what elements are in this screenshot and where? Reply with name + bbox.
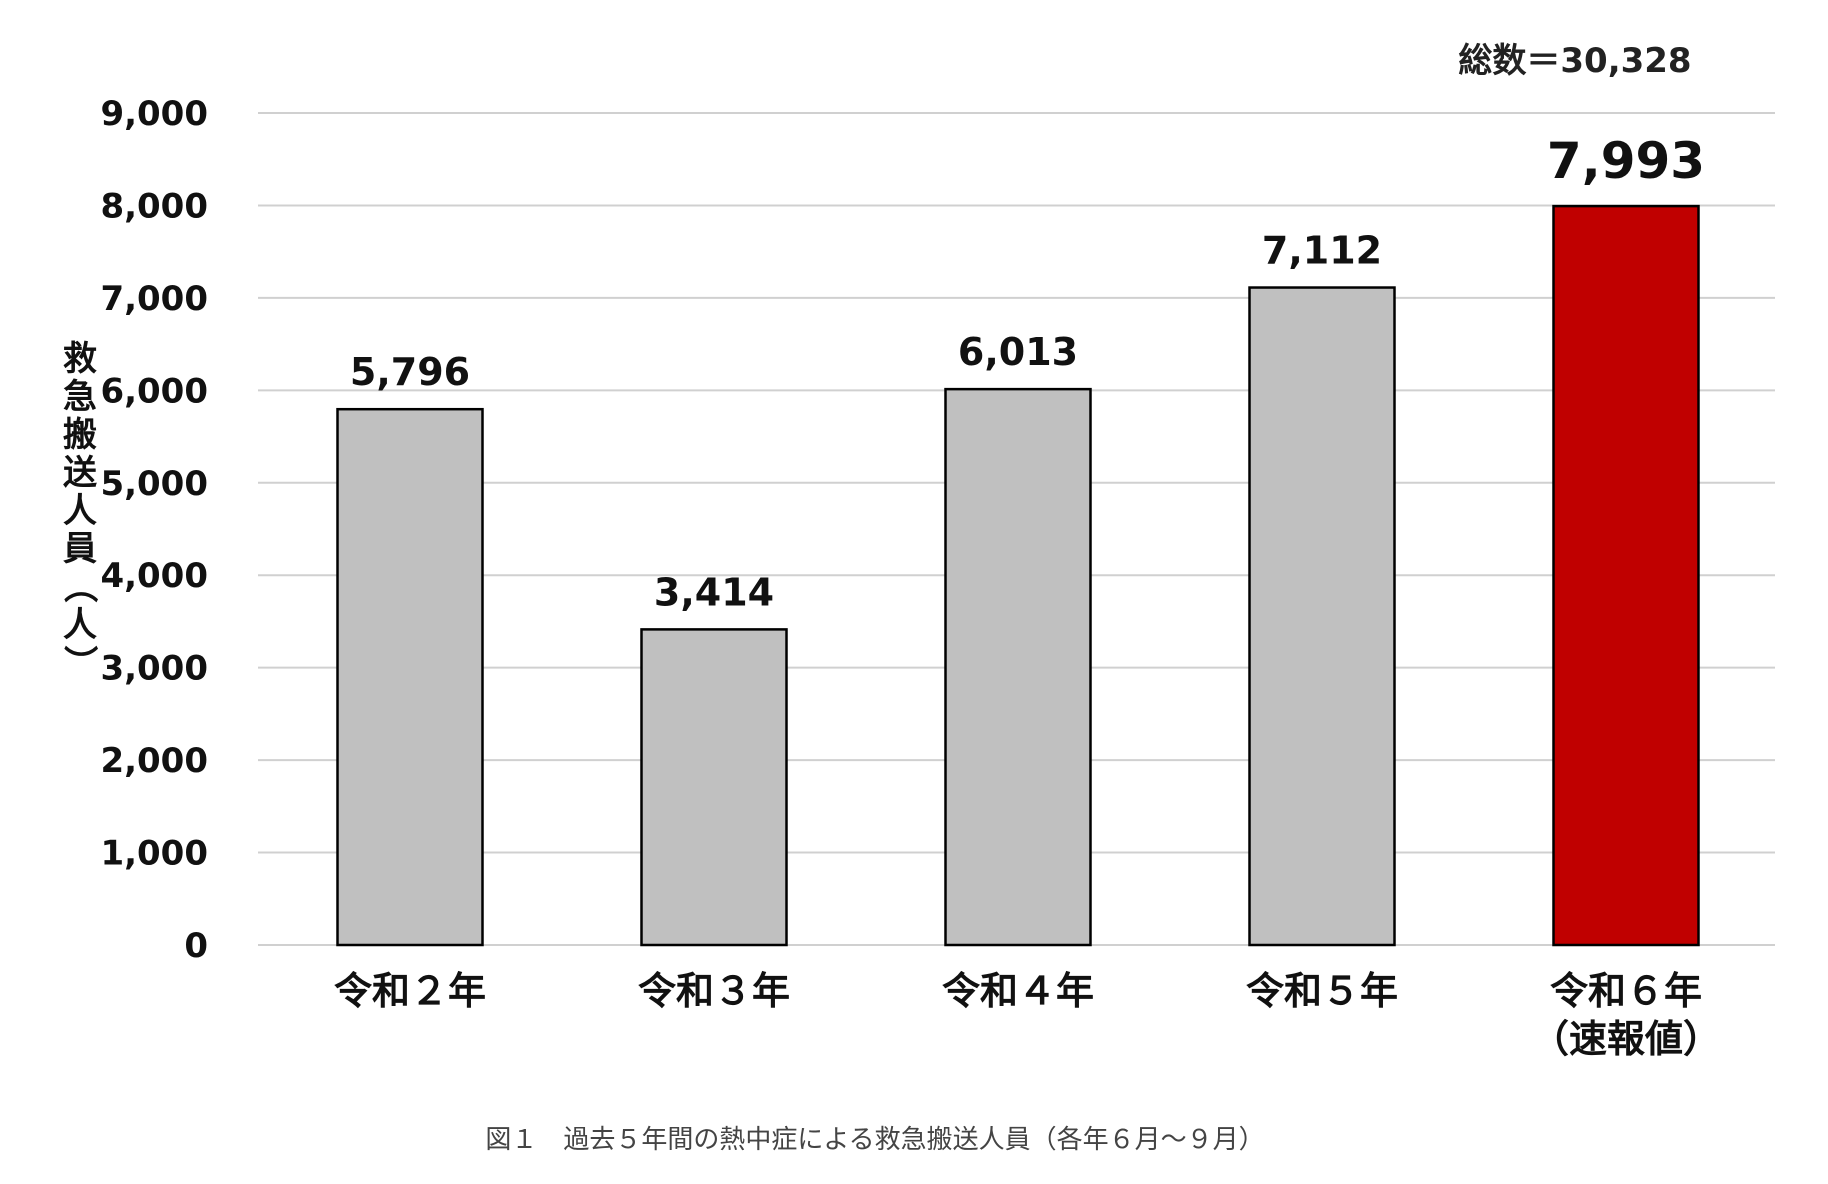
y-tick-label: 8,000	[100, 186, 208, 226]
y-tick-label: 7,000	[100, 279, 208, 319]
y-tick-label: 5,000	[100, 464, 208, 504]
bar-1	[336, 407, 484, 947]
bar-4	[1248, 286, 1396, 947]
y-axis-label-char: （	[59, 569, 99, 603]
y-tick-label: 6,000	[100, 371, 208, 411]
x-axis-categories: 令和２年 令和３年 令和４年 令和５年 令和６年（速報値）	[334, 969, 1721, 1061]
y-axis-label-char: 搬	[63, 415, 97, 455]
y-axis-label-char: 送	[63, 453, 97, 493]
data-label-2: 3,414	[654, 570, 774, 614]
y-axis-label-char: 員	[63, 529, 97, 569]
data-label-4: 7,112	[1262, 229, 1382, 273]
data-labels: 5,796 3,414 6,013 7,112 7,993	[350, 132, 1705, 614]
bar-3	[944, 387, 1092, 947]
y-axis-label-char: 救	[63, 339, 97, 379]
bar-2	[640, 628, 788, 947]
x-category-label: 令和５年	[1246, 969, 1398, 1013]
y-tick-label: 4,000	[100, 556, 208, 596]
x-category-label: 令和４年	[942, 969, 1094, 1013]
y-axis-label-char: 急	[63, 377, 97, 417]
y-tick-label: 0	[184, 926, 208, 966]
y-tick-label: 1,000	[100, 834, 208, 874]
bar-5	[1552, 204, 1700, 947]
x-category-sublabel: （速報値）	[1531, 1017, 1721, 1061]
y-tick-label: 3,000	[100, 649, 208, 689]
y-axis-label-char: 人	[63, 605, 97, 645]
y-axis-label-char: 人	[63, 491, 97, 531]
total-label: 総数＝30,328	[1458, 41, 1691, 81]
figure-caption: 図１ 過去５年間の熱中症による救急搬送人員（各年６月～９月）	[485, 1125, 1264, 1155]
y-tick-label: 2,000	[100, 741, 208, 781]
data-label-5: 7,993	[1547, 132, 1705, 190]
x-category-label: 令和２年	[334, 969, 486, 1013]
y-axis-label: 救急搬送人員（人）	[59, 339, 99, 679]
data-label-1: 5,796	[350, 350, 470, 394]
y-axis-label-char: ）	[59, 645, 99, 679]
x-category-label: 令和６年	[1550, 969, 1702, 1013]
data-label-3: 6,013	[958, 330, 1078, 374]
bars	[336, 204, 1700, 947]
y-axis-ticks: 0 1,000 2,000 3,000 4,000 5,000 6,000 7,000 8,00…	[100, 94, 208, 966]
y-tick-label: 9,000	[100, 94, 208, 134]
x-category-label: 令和３年	[638, 969, 790, 1013]
